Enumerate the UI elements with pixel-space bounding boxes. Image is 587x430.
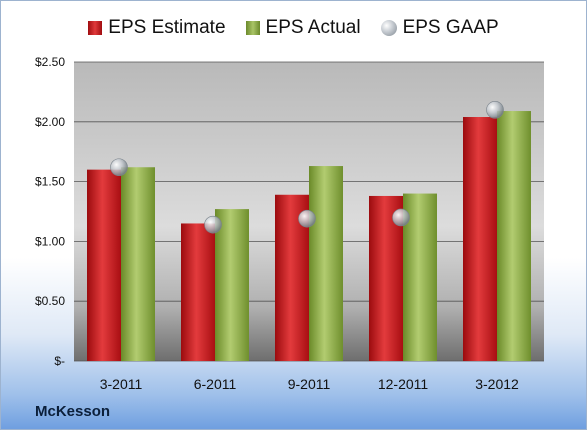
x-tick-label: 6-2011: [194, 376, 237, 392]
legend-label-eps-estimate: EPS Estimate: [108, 17, 226, 38]
bars: [87, 111, 531, 362]
x-tick-label: 3-2012: [475, 376, 519, 392]
bar-eps-actual: [121, 167, 155, 361]
legend-label-eps-actual: EPS Actual: [265, 17, 361, 38]
y-tick-label: $1.00: [35, 234, 65, 248]
x-tick-label: 9-2011: [288, 376, 331, 392]
bar-eps-estimate: [463, 117, 497, 362]
legend-swatch-eps-gaap: [380, 20, 397, 36]
legend-item-eps-gaap: EPS GAAP: [380, 17, 499, 39]
marker-eps-gaap: [486, 101, 504, 119]
y-tick-label: $2.50: [35, 55, 65, 69]
y-tick-label: $-: [54, 354, 65, 368]
x-axis-ticks: 3-2011 6-2011 9-2011 12-2011 3-2012: [100, 376, 519, 392]
marker-eps-gaap: [204, 215, 222, 234]
y-axis-ticks: $2.50 $2.00 $1.50 $1.00 $0.50 $-: [35, 55, 65, 368]
legend-swatch-eps-estimate: [88, 21, 103, 35]
y-tick-label: $1.50: [35, 175, 65, 189]
y-tick-label: $0.50: [35, 294, 65, 308]
legend-item-eps-actual: EPS Actual: [245, 17, 361, 39]
legend-swatch-eps-actual: [245, 21, 260, 35]
gaap-markers: [110, 101, 504, 234]
marker-eps-gaap: [110, 158, 128, 177]
legend-item-eps-estimate: EPS Estimate: [88, 17, 226, 39]
marker-eps-gaap: [392, 208, 410, 227]
company-name: McKesson: [35, 403, 111, 420]
bar-eps-estimate: [181, 223, 215, 361]
legend-label-eps-gaap: EPS GAAP: [402, 17, 499, 38]
bar-eps-actual: [497, 111, 531, 361]
marker-eps-gaap: [298, 209, 316, 228]
bar-eps-actual: [309, 166, 343, 361]
x-tick-label: 12-2011: [378, 376, 429, 392]
x-tick-label: 3-2011: [100, 376, 143, 392]
y-tick-label: $2.00: [35, 115, 65, 129]
bar-eps-actual: [215, 209, 249, 361]
legend: EPS Estimate EPS Actual EPS GAAP: [1, 17, 586, 39]
bar-eps-estimate: [87, 169, 121, 361]
